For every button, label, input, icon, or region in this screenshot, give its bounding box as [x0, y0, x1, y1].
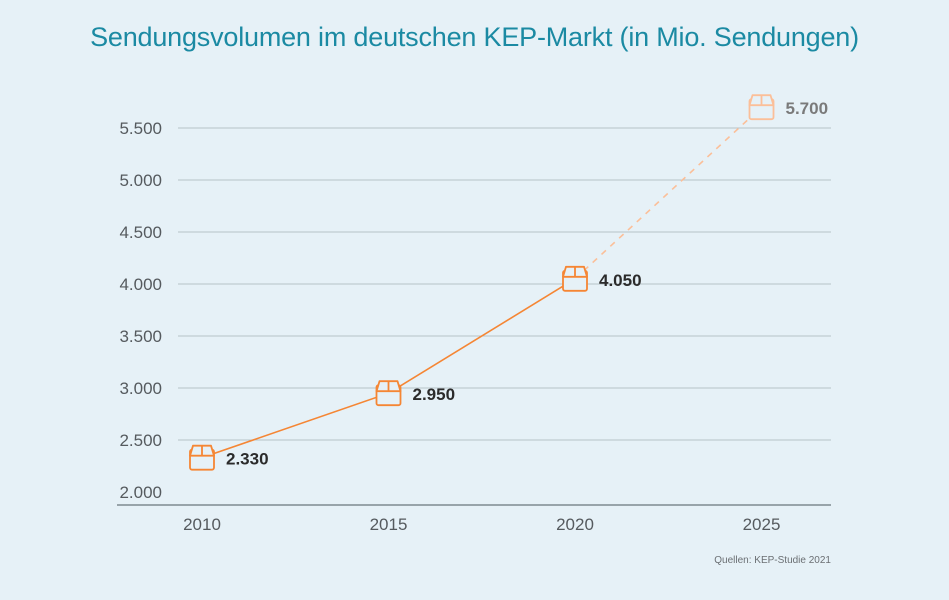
y-tick-label: 2.500	[119, 431, 162, 450]
y-tick-label: 4.500	[119, 223, 162, 242]
x-axis-tick-labels: 2010 2015 2020 2025	[183, 515, 780, 534]
x-tick-label: 2015	[370, 515, 408, 534]
package-box-icon	[748, 94, 775, 121]
series-markers	[189, 94, 775, 471]
package-box-icon	[189, 444, 215, 471]
y-tick-label: 3.500	[119, 327, 162, 346]
data-label: 4.050	[599, 271, 642, 290]
data-label: 2.950	[413, 385, 456, 404]
line-segment	[388, 278, 576, 394]
y-axis-tick-labels: 2.000 2.500 3.000 3.500 4.000 4.500 5.000 5.500	[119, 119, 162, 502]
package-box-icon	[375, 380, 402, 407]
series-lines	[201, 106, 763, 459]
data-labels: 2.330 2.950 4.050 5.700	[226, 99, 828, 468]
y-tick-label: 3.000	[119, 379, 162, 398]
chart-title: Sendungsvolumen im deutschen KEP-Markt (…	[90, 22, 859, 52]
line-segment	[201, 392, 389, 459]
source-note: Quellen: KEP-Studie 2021	[714, 555, 831, 566]
y-tick-label: 4.000	[119, 275, 162, 294]
x-tick-label: 2020	[556, 515, 594, 534]
y-tick-label: 2.000	[119, 483, 162, 502]
x-tick-label: 2025	[743, 515, 781, 534]
x-tick-label: 2010	[183, 515, 221, 534]
data-label: 5.700	[786, 99, 829, 118]
package-box-icon	[562, 265, 588, 292]
y-tick-label: 5.500	[119, 119, 162, 138]
gridlines	[178, 127, 831, 441]
data-label: 2.330	[226, 450, 269, 469]
y-tick-label: 5.000	[119, 171, 162, 190]
forecast-line-segment	[574, 106, 763, 280]
